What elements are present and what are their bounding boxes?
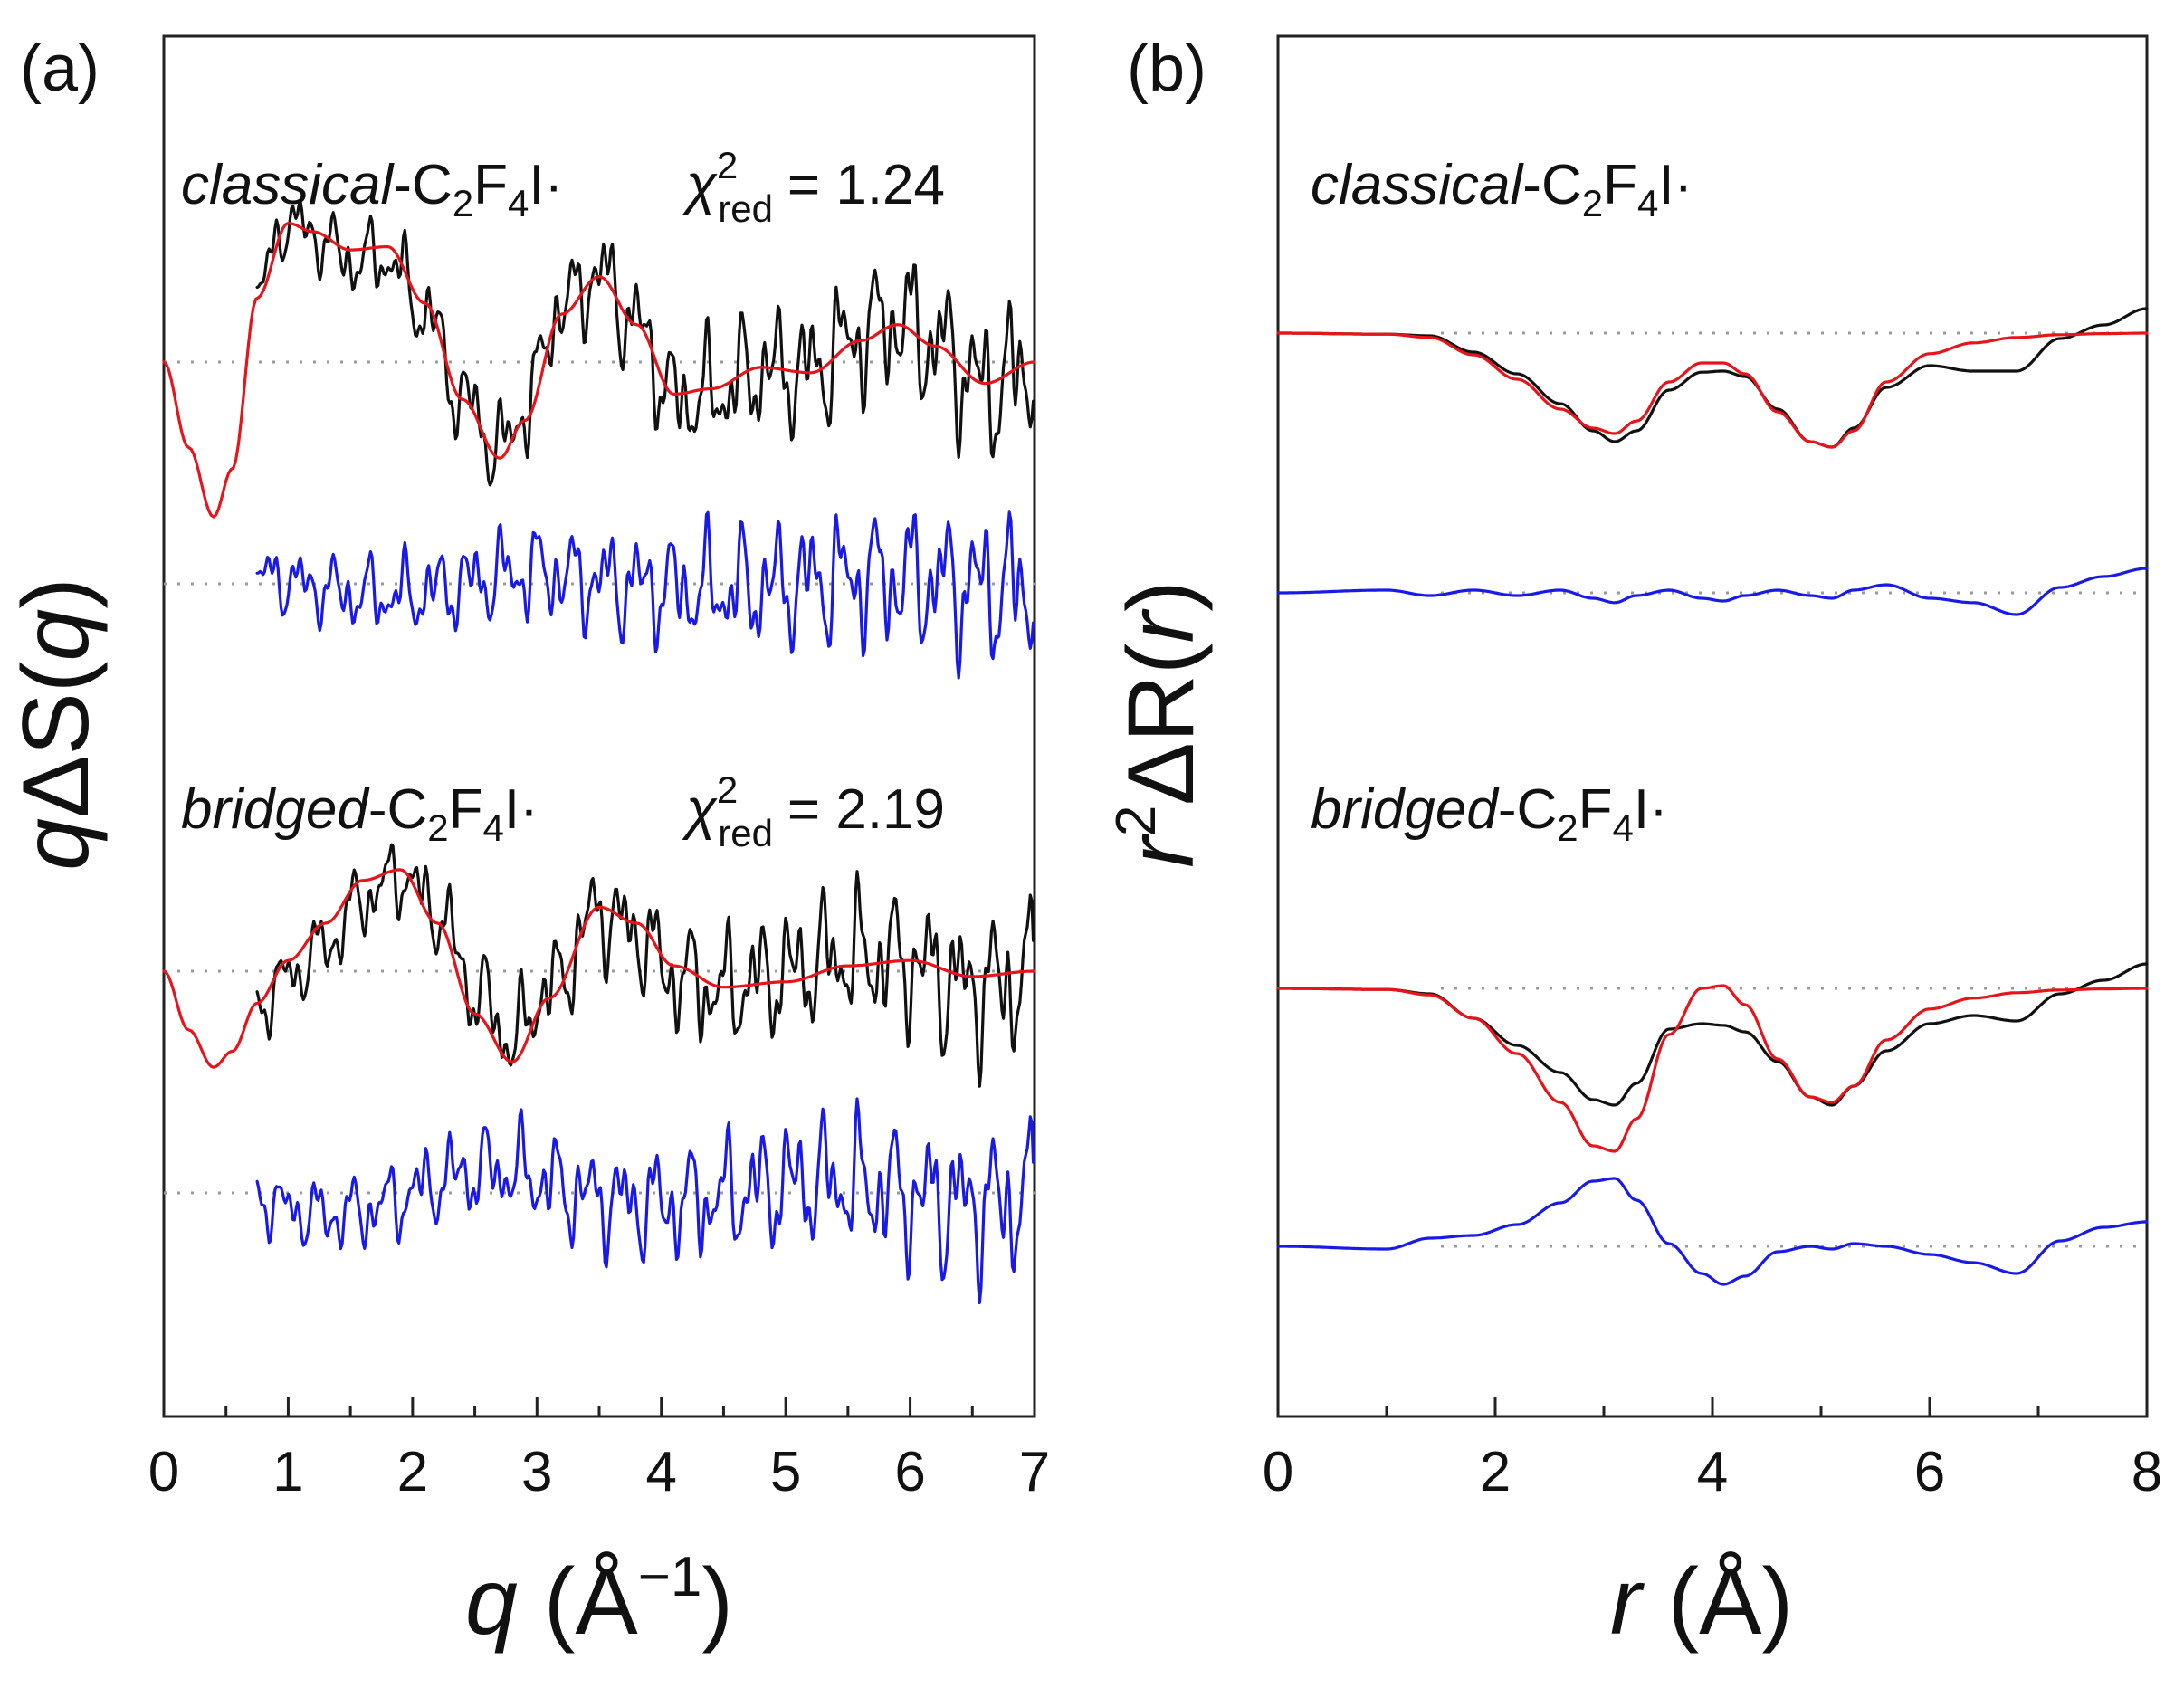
panel-b-classical-fit <box>1276 331 2149 449</box>
panel-a-ylabel-var: q <box>4 818 109 871</box>
panel-b-ylabel-rest: ΔR( <box>1109 643 1214 806</box>
x-tick-label: 1 <box>272 1441 303 1503</box>
x-tick-label: 4 <box>1697 1441 1728 1503</box>
x-tick-label: 8 <box>2132 1441 2162 1503</box>
annot-a-bridged-sub2: 4 <box>482 806 503 849</box>
annot-a-classical-c: -C <box>393 154 452 216</box>
annot-a-bridged-chi-sub: red <box>718 812 773 854</box>
panel-b-bridged-residual <box>1276 1177 2149 1286</box>
panel-a-classical-residual <box>255 510 1035 680</box>
plot-frame <box>1276 34 2149 1418</box>
panel-a-bridged-residual <box>255 1097 1035 1305</box>
panel-a-ylabel-rest: ΔS( <box>4 661 109 818</box>
annot-b-classical-suffix: I· <box>1658 154 1693 216</box>
x-tick-label: 4 <box>645 1441 676 1503</box>
panel-b-label: (b) <box>1127 33 1206 105</box>
x-tick-label: 5 <box>770 1441 801 1503</box>
panel-a-xticks: 0 1 2 3 4 5 6 7 <box>148 1397 1050 1503</box>
annot-a-bridged-suffix: I· <box>504 778 539 841</box>
annot-a-bridged-chi: χ2 red = 2.19 <box>682 768 945 854</box>
panel-a-xlabel-close: ) <box>701 1550 733 1655</box>
annot-a-bridged-c: -C <box>368 778 427 841</box>
x-tick-label: 6 <box>1914 1441 1945 1503</box>
panel-b-ylabel-close: ) <box>1109 580 1214 612</box>
annot-a-classical-structure: classical <box>181 154 396 216</box>
panel-a-bridged-fit <box>162 868 1036 1069</box>
x-tick-label: 7 <box>1019 1441 1050 1503</box>
annot-b-classical-f: F <box>1603 154 1637 216</box>
panel-a-plot <box>162 34 1036 1418</box>
annot-a-bridged: bridged-C2F4I· <box>181 778 539 849</box>
panel-a-xlabel-exp: −1 <box>638 1546 702 1608</box>
annot-a-bridged-chi-sup: 2 <box>717 768 738 811</box>
annot-a-classical-chi-sup: 2 <box>717 144 738 186</box>
panel-a-ylabel-close: ) <box>4 577 109 609</box>
panel-a-xlabel: q (Å−1) <box>465 1546 733 1655</box>
panel-b-xticks: 0 2 4 6 8 <box>1263 1397 2162 1503</box>
x-tick-label: 0 <box>1263 1441 1293 1503</box>
panel-b-ylabel-var2: r <box>1109 607 1214 643</box>
panel-b-xlabel-unit: (Å) <box>1642 1550 1794 1655</box>
annot-a-classical-chi: χ2 red = 1.24 <box>682 144 945 230</box>
annot-a-classical-sub1: 2 <box>453 182 473 224</box>
panel-a-classical-fit <box>162 222 1036 519</box>
annot-b-bridged-structure: bridged <box>1311 778 1500 841</box>
panel-b-xlabel: r (Å) <box>1610 1550 1793 1655</box>
annot-b-classical-sub1: 2 <box>1582 182 1603 224</box>
x-tick-label: 0 <box>148 1441 179 1503</box>
annot-a-bridged-structure: bridged <box>181 778 370 841</box>
annot-a-classical-suffix: I· <box>529 154 563 216</box>
annot-a-bridged-f: F <box>449 778 483 841</box>
x-tick-label: 2 <box>1480 1441 1511 1503</box>
annot-b-classical: classical-C2F4I· <box>1311 154 1693 224</box>
panel-b-ylabel-var: r <box>1109 833 1214 868</box>
panel-a-classical-experiment <box>255 199 1035 487</box>
annot-a-bridged-sub1: 2 <box>427 806 448 849</box>
annot-b-bridged-sub1: 2 <box>1557 806 1578 849</box>
annot-a-classical-chi-value: = 1.24 <box>787 154 945 216</box>
panel-a-xlabel-unit: (Å <box>518 1550 639 1655</box>
annot-b-classical-sub2: 4 <box>1637 182 1658 224</box>
panel-b-classical-residual <box>1276 567 2149 616</box>
annot-b-bridged-c: -C <box>1498 778 1557 841</box>
panel-a-bridged-experiment <box>255 843 1035 1088</box>
panel-a-xlabel-var: q <box>465 1550 518 1655</box>
annot-b-bridged-f: F <box>1578 778 1613 841</box>
panel-a: (a) qΔS(q) q (Å−1) classical-C2F4I· χ2 re… <box>4 33 1050 1655</box>
panel-b-bridged-fit <box>1276 984 2149 1153</box>
annot-b-classical-structure: classical <box>1311 154 1525 216</box>
panel-a-label: (a) <box>20 33 100 105</box>
panel-b-plot <box>1276 34 2149 1418</box>
annot-a-classical-chi-symbol: χ <box>682 154 718 216</box>
panel-a-ylabel-var2: q <box>4 609 109 662</box>
panel-b-xlabel-var: r <box>1610 1550 1645 1655</box>
annot-b-bridged: bridged-C2F4I· <box>1311 778 1668 849</box>
annot-a-bridged-chi-value: = 2.19 <box>787 778 945 841</box>
x-tick-label: 6 <box>894 1441 925 1503</box>
annot-a-classical-sub2: 4 <box>508 182 529 224</box>
x-tick-label: 2 <box>397 1441 428 1503</box>
annot-a-classical: classical-C2F4I· <box>181 154 563 224</box>
annot-a-bridged-chi-symbol: χ <box>682 778 718 841</box>
annot-b-bridged-sub2: 4 <box>1612 806 1633 849</box>
panel-b-ylabel: r2ΔR(r) <box>1105 580 1214 868</box>
panel-b: (b) r2ΔR(r) r (Å) classical-C2F4I· bridg… <box>1105 33 2162 1655</box>
annot-b-classical-c: -C <box>1522 154 1581 216</box>
panel-b-ylabel-sup: 2 <box>1105 806 1168 836</box>
annot-b-bridged-suffix: I· <box>1634 778 1668 841</box>
panel-b-classical-experiment <box>1276 307 2149 449</box>
annot-a-classical-chi-sub: red <box>718 187 773 230</box>
x-tick-label: 3 <box>521 1441 552 1503</box>
panel-a-ylabel: qΔS(q) <box>4 577 109 871</box>
annot-a-classical-f: F <box>473 154 508 216</box>
panel-b-bridged-experiment <box>1276 962 2149 1107</box>
